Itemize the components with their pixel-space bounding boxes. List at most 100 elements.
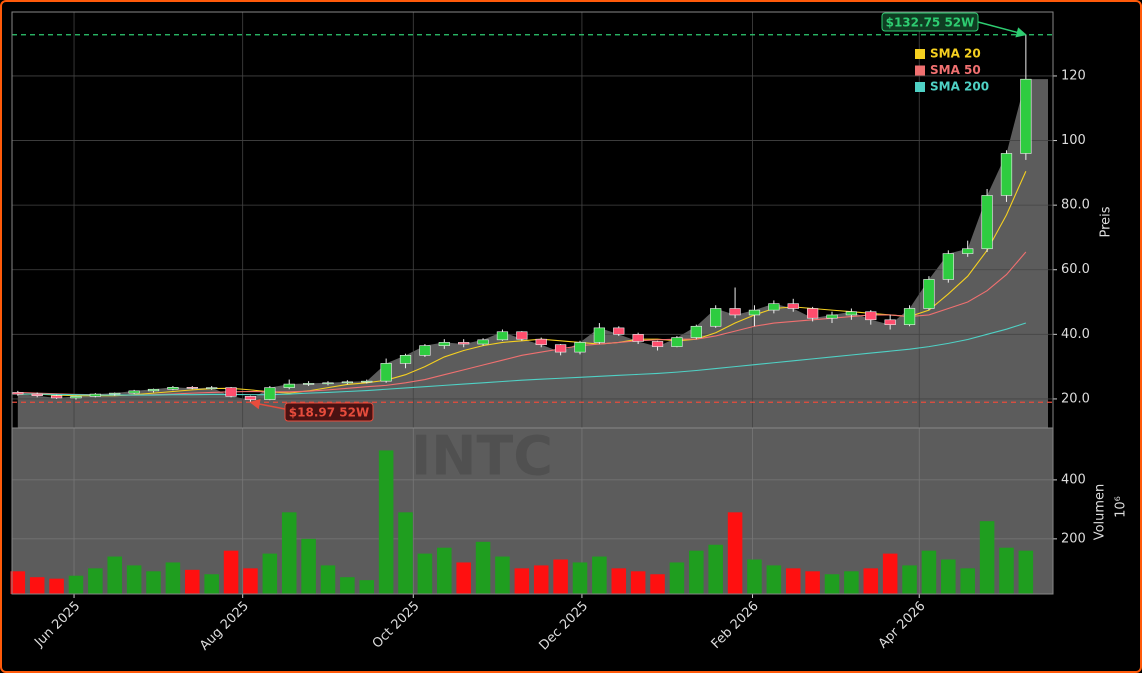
volume-bar <box>107 556 123 594</box>
volume-bar <box>669 562 685 594</box>
y-tick-label: 120 <box>1061 68 1086 83</box>
volume-bar <box>708 544 723 594</box>
candle-body <box>729 308 741 316</box>
candle-body <box>244 396 257 400</box>
volume-bar <box>146 571 161 594</box>
candle-body <box>89 393 101 397</box>
volume-bar <box>437 547 452 594</box>
y-tick-label: 400 <box>1061 472 1086 487</box>
candle-body <box>361 380 373 383</box>
volume-bar <box>320 565 336 594</box>
candle-body <box>477 339 489 345</box>
volume-bar <box>785 568 801 594</box>
candle-body <box>1020 78 1032 154</box>
volume-bar <box>29 577 45 594</box>
y-tick-label: 200 <box>1061 531 1086 546</box>
candle-body <box>147 388 160 392</box>
volume-bar <box>572 562 588 594</box>
candle-body <box>748 309 761 316</box>
volume-bar <box>165 562 181 594</box>
volume-bar <box>592 556 607 594</box>
candle-body <box>380 363 392 382</box>
y-axis-label: Preis <box>1099 206 1114 237</box>
volume-bar <box>766 565 782 594</box>
annotation-arrow <box>977 21 1027 38</box>
volume-bar <box>630 571 646 594</box>
candle-body <box>690 325 702 338</box>
candle-body <box>50 395 63 399</box>
candle-body <box>438 342 450 346</box>
candle-body <box>225 387 237 397</box>
volume-bar <box>689 550 704 594</box>
sma-line <box>17 251 1027 396</box>
candle-body <box>535 338 547 345</box>
candle-body <box>31 393 43 397</box>
candle-body <box>787 303 799 309</box>
candle-body <box>70 396 82 399</box>
candle-body <box>516 331 528 340</box>
volume-bar <box>456 562 471 594</box>
volume-bar <box>747 559 762 594</box>
volume-bar <box>378 450 394 594</box>
candle-body <box>12 392 24 395</box>
volume-bar <box>495 556 510 594</box>
candle-body <box>341 381 353 384</box>
volume-bar <box>902 565 917 594</box>
candle-body <box>826 314 838 319</box>
volume-bar <box>727 512 743 594</box>
volume-bar <box>475 541 491 594</box>
volume-bar <box>882 553 898 594</box>
candle-body <box>206 387 218 389</box>
volume-bar <box>68 575 84 594</box>
candle-body <box>264 387 276 400</box>
candle-body <box>593 327 606 343</box>
volume-bar <box>553 559 568 594</box>
candle-body <box>167 387 179 390</box>
x-tick-label: Dec 2025 <box>537 599 592 654</box>
volume-bar <box>398 512 413 594</box>
volume-frame <box>11 427 1054 595</box>
candle-body <box>710 308 722 327</box>
volume-bar <box>281 512 297 594</box>
candle-body <box>109 392 121 395</box>
candle-body <box>496 331 509 341</box>
candle-body <box>942 253 954 280</box>
volume-bar <box>844 571 859 594</box>
volume-bar <box>243 568 258 594</box>
candle-body <box>322 382 334 385</box>
candle-body <box>962 248 974 254</box>
watermark: INTC <box>411 425 553 488</box>
candle-body <box>186 387 198 389</box>
candle-body <box>1000 153 1013 196</box>
candle-body <box>923 279 935 309</box>
candle-body <box>554 344 567 353</box>
volume-bar <box>340 577 355 594</box>
volume-bar <box>1018 550 1034 594</box>
candle-body <box>613 327 625 335</box>
legend-label: SMA 200 <box>930 80 989 94</box>
x-tick-label: Jun 2025 <box>31 599 83 651</box>
y-tick-label: 100 <box>1061 133 1086 148</box>
x-tick-label: Feb 2026 <box>709 599 762 652</box>
volume-bar <box>514 568 530 594</box>
legend-label: SMA 50 <box>930 63 981 77</box>
legend-swatch <box>915 49 925 59</box>
volume-bar <box>10 571 26 594</box>
candle-body <box>865 311 877 321</box>
volume-bar <box>960 568 975 594</box>
volume-bar <box>301 538 316 594</box>
sma-line <box>17 322 1027 396</box>
volume-bar <box>185 569 200 594</box>
candle-body <box>419 345 431 356</box>
volume-bar <box>223 550 239 594</box>
volume-bar <box>611 568 627 594</box>
volume-bar <box>533 565 549 594</box>
candle-body <box>671 337 683 347</box>
volume-bar <box>999 547 1014 594</box>
candle-body <box>651 341 664 347</box>
price-area <box>17 79 1048 429</box>
x-tick-label: Oct 2025 <box>370 599 423 652</box>
x-tick-label: Apr 2026 <box>876 599 929 652</box>
candle-body <box>884 319 896 325</box>
